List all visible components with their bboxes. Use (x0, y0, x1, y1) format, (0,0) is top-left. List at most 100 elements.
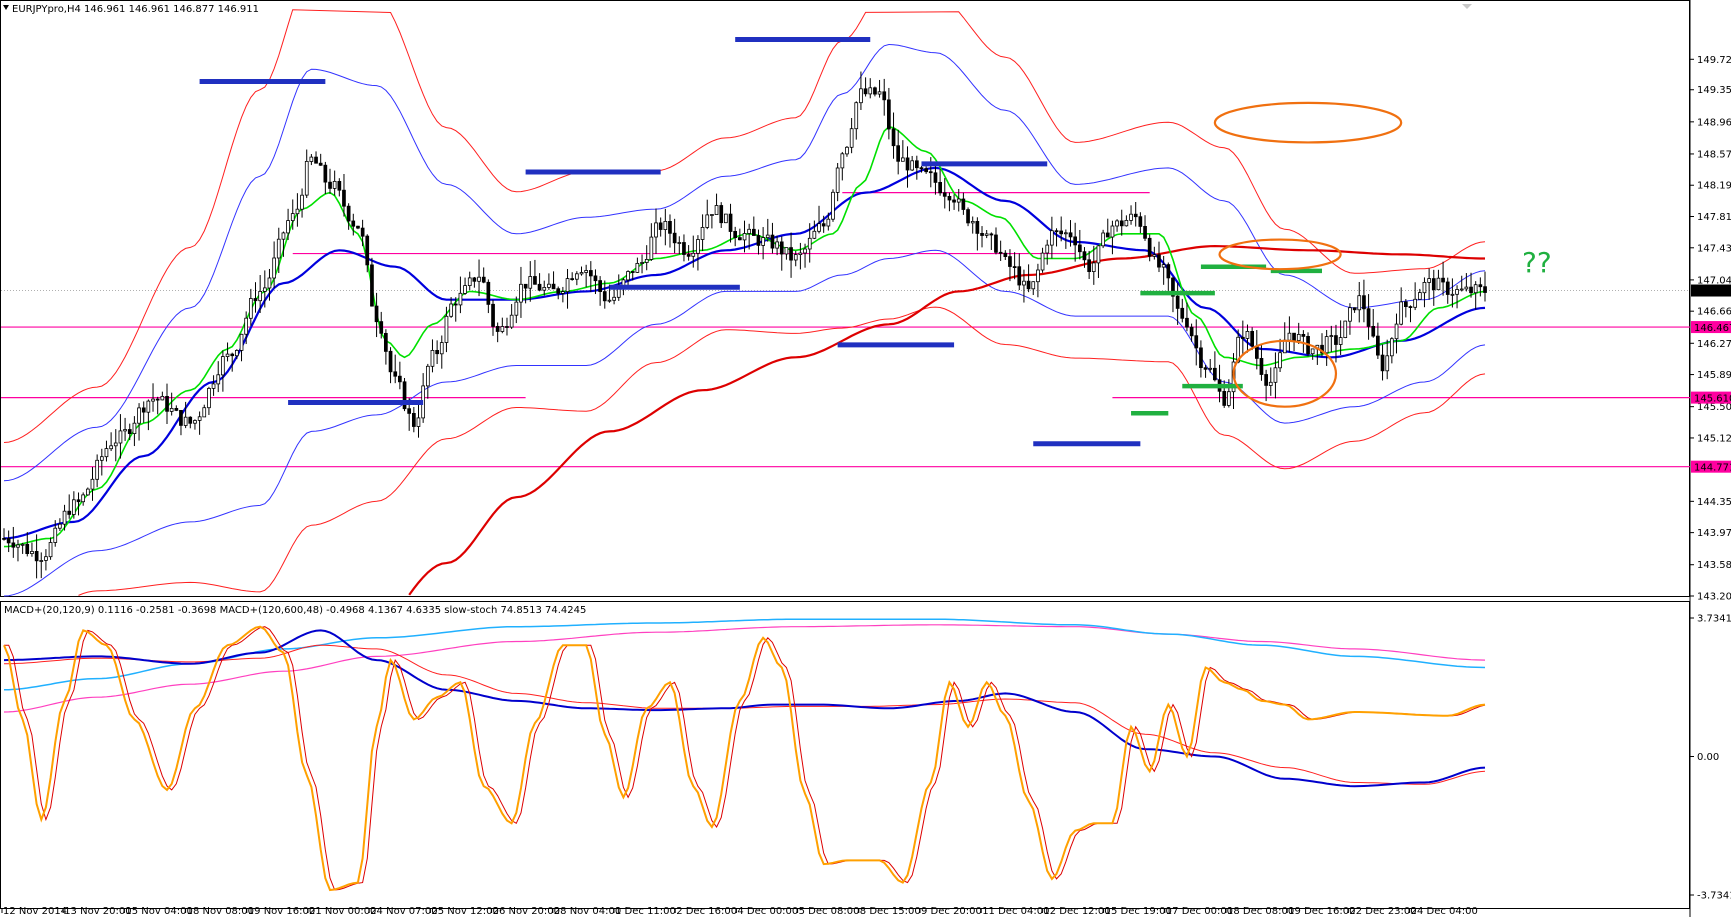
bull-candle (439, 342, 444, 355)
ema-slow-line (408, 244, 1485, 596)
time-tick-label: 22 Dec 23:00 (1349, 906, 1416, 917)
bull-candle (831, 191, 835, 220)
bull-candle (1031, 281, 1036, 290)
highlight-ellipse[interactable] (1213, 101, 1403, 144)
price-tick-label: 148.190 (1697, 181, 1731, 192)
bull-candle (1278, 352, 1282, 369)
bull-candle (817, 223, 821, 232)
bear-candle (1138, 216, 1143, 227)
bull-candle (113, 442, 118, 447)
bear-candle (388, 350, 393, 373)
bear-candle (952, 199, 956, 203)
bull-candle (72, 499, 76, 515)
bull-candle (290, 213, 295, 222)
bull-candle (807, 237, 812, 250)
bear-candle (328, 181, 332, 189)
bear-candle (728, 213, 733, 232)
bull-candle (1040, 252, 1045, 271)
bear-candle (337, 180, 342, 191)
bear-candle (887, 99, 891, 130)
time-tick-label: 4 Dec 00:00 (737, 906, 798, 917)
bear-candle (779, 241, 784, 255)
bear-candle (179, 409, 183, 426)
bull-candle (332, 180, 337, 189)
price-tick-label: 146.270 (1697, 339, 1731, 350)
bull-candle (425, 365, 430, 387)
time-tick-label: 1 Dec 11:00 (615, 906, 676, 917)
highlight-ellipse[interactable] (1218, 238, 1342, 271)
chart-menu-triangle-icon[interactable] (3, 5, 9, 10)
bear-candle (360, 227, 365, 237)
bear-candle (1352, 307, 1357, 311)
macd-slow-signal-line (3, 624, 1486, 713)
bull-candle (169, 407, 174, 412)
bear-candle (1073, 236, 1077, 246)
bull-candle (109, 445, 113, 450)
bull-candle (519, 283, 523, 303)
bull-candle (1036, 269, 1040, 283)
bear-candle (1185, 317, 1189, 328)
envelope-lower-line (78, 306, 1486, 596)
bull-candle (1459, 288, 1464, 291)
bull-candle (1427, 278, 1431, 283)
bull-candle (44, 556, 48, 561)
bear-candle (998, 251, 1003, 254)
bull-candle (1115, 220, 1119, 227)
bull-candle (137, 407, 141, 424)
bull-candle (477, 276, 481, 282)
bull-candle (640, 262, 644, 264)
bear-candle (1469, 286, 1473, 294)
bull-candle (211, 383, 216, 389)
bull-candle (1101, 232, 1105, 247)
bull-candle (276, 238, 281, 259)
bull-candle (663, 220, 668, 230)
bull-candle (1022, 280, 1026, 286)
bull-candle (86, 488, 90, 496)
bull-candle (244, 317, 248, 335)
bull-candle (286, 220, 290, 234)
bear-candle (393, 371, 398, 377)
bull-candle (696, 239, 700, 254)
time-tick-label: 2 Dec 16:00 (676, 906, 737, 917)
bear-candle (686, 254, 691, 257)
bear-candle (1301, 333, 1306, 337)
bear-candle (1171, 277, 1175, 297)
bull-candle (1473, 284, 1478, 294)
bull-candle (970, 220, 975, 224)
bull-candle (132, 422, 137, 435)
bear-candle (863, 88, 868, 95)
bull-candle (95, 459, 99, 480)
bull-candle (1413, 298, 1417, 308)
bull-candle (202, 407, 207, 418)
highlight-ellipse[interactable] (1232, 339, 1338, 408)
horizontal-levels[interactable] (1, 192, 1690, 468)
bull-candle (547, 283, 551, 288)
bull-candle (542, 286, 547, 291)
indicator-title: MACD+(20,120,9) 0.1116 -0.2581 -0.3698 M… (4, 605, 586, 616)
time-tick-label: 18 Nov 08:00 (187, 906, 254, 917)
bear-candle (1376, 335, 1380, 356)
bull-candle (216, 374, 221, 385)
time-tick-label: 18 Dec 08:00 (1227, 906, 1294, 917)
price-tick-label: 149.350 (1697, 85, 1731, 96)
bear-candle (481, 276, 486, 283)
bear-candle (668, 220, 672, 234)
price-pane[interactable] (0, 0, 1690, 597)
bear-candle (1068, 232, 1073, 238)
bull-candle (1450, 293, 1455, 296)
bull-candle (859, 88, 863, 104)
bull-candle (705, 214, 710, 228)
bull-candle (528, 276, 533, 289)
bull-candle (826, 218, 831, 227)
drawn-marks[interactable] (199, 37, 1403, 447)
indicator-pane[interactable] (0, 601, 1690, 909)
bear-candle (453, 303, 458, 306)
bear-candle (342, 189, 346, 207)
bear-candle (1478, 284, 1483, 288)
bull-candle (579, 272, 584, 275)
chart-shift-triangle-icon[interactable] (1462, 4, 1472, 9)
bull-candle (700, 226, 705, 240)
price-tick-label: 144.350 (1697, 497, 1731, 508)
bear-candle (1087, 259, 1091, 272)
